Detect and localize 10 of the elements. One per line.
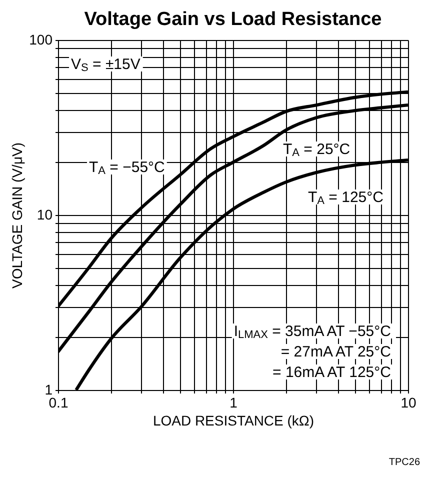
- x-tick-label: 0.1: [48, 394, 68, 410]
- y-tick-label: 100: [29, 32, 53, 48]
- chart-title: Voltage Gain vs Load Resistance: [84, 9, 382, 30]
- y-tick-label: 10: [36, 206, 53, 222]
- text: TPC26: [388, 457, 420, 468]
- y-tick-label: 1: [44, 382, 53, 398]
- y-axis-title: VOLTAGE GAIN (V/μV): [9, 142, 26, 289]
- x-tick-label: 1: [230, 394, 238, 410]
- x-tick-label: 10: [400, 394, 416, 410]
- x-axis-title: LOAD RESISTANCE (kΩ): [152, 412, 314, 428]
